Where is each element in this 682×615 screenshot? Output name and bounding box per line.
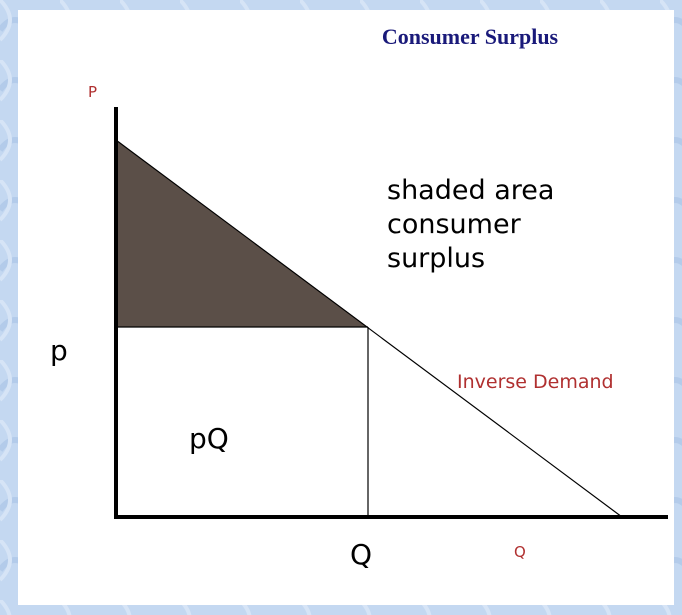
demand-label: Inverse Demand — [457, 371, 614, 393]
quantity-label: Q — [350, 538, 372, 571]
annotation-line: consumer — [387, 209, 522, 240]
demand-curve — [115, 139, 623, 518]
x-axis-label: Q — [514, 543, 526, 561]
annotation-line: surplus — [387, 243, 485, 274]
price-label: p — [50, 334, 68, 367]
title: Consumer Surplus — [382, 24, 559, 49]
y-axis-label: P — [88, 83, 97, 101]
annotation-line: shaded area — [387, 175, 554, 206]
revenue-label: pQ — [189, 422, 229, 455]
